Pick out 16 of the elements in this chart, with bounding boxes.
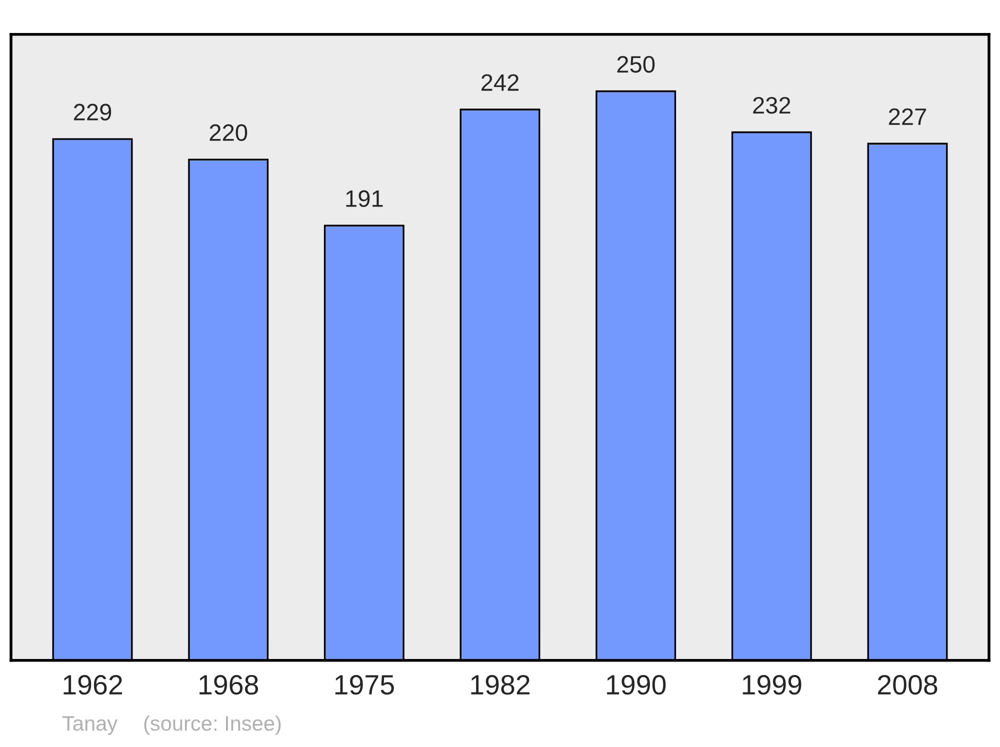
text: Tanay	[62, 716, 118, 735]
x-tick-label: 1982	[471, 674, 530, 695]
data-label: 191	[346, 190, 383, 208]
x-tick-label: 1999	[742, 674, 802, 695]
data-label: 229	[74, 104, 112, 121]
data-label: 250	[617, 56, 655, 73]
x-tick-label: 1975	[335, 674, 394, 695]
x-tick-label: 1968	[200, 674, 258, 695]
x-tick-label: 2008	[878, 674, 938, 695]
x-tick-label: 1990	[607, 674, 666, 695]
x-tick-label: 1962	[64, 674, 122, 695]
data-label: 227	[888, 108, 926, 125]
text: (source: Insee)	[144, 715, 281, 735]
data-label: 242	[481, 74, 519, 91]
data-label: 232	[753, 96, 790, 114]
data-label: 220	[210, 124, 248, 142]
